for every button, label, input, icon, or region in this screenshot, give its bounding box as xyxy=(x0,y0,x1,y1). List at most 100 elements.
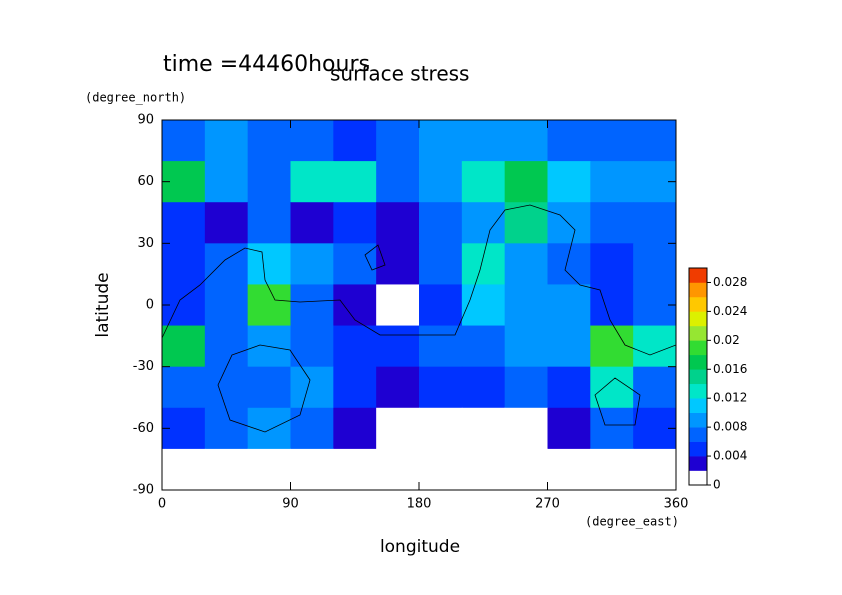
cell xyxy=(633,202,676,244)
cell xyxy=(290,202,334,244)
cell xyxy=(162,202,206,244)
colorbar-box xyxy=(689,325,707,341)
colorbar-box xyxy=(689,340,707,356)
cell xyxy=(461,120,506,162)
cell xyxy=(333,284,377,327)
cell xyxy=(162,120,206,162)
cell xyxy=(461,366,506,409)
cell xyxy=(247,120,291,162)
cell xyxy=(419,366,463,409)
cell xyxy=(204,325,249,368)
cell xyxy=(204,161,249,203)
colorbar-frame xyxy=(688,267,708,486)
cell xyxy=(504,448,548,490)
cell xyxy=(547,366,591,409)
cell xyxy=(204,202,249,244)
cell xyxy=(333,366,377,409)
cell xyxy=(633,243,676,285)
cell xyxy=(461,325,506,368)
y-tick-label: 0 xyxy=(146,298,154,313)
cell xyxy=(333,407,377,450)
cell xyxy=(162,325,206,368)
cell xyxy=(204,448,249,490)
x-tick-label: 90 xyxy=(282,497,299,512)
cell xyxy=(204,407,249,450)
cell xyxy=(204,366,249,409)
cell xyxy=(547,243,591,285)
cell xyxy=(419,120,463,162)
cell xyxy=(376,407,420,450)
cell xyxy=(419,325,463,368)
cell xyxy=(376,243,420,285)
x-unit: (degree_east) xyxy=(585,515,679,529)
colorbar-box xyxy=(689,427,707,442)
cell xyxy=(333,243,377,285)
cell xyxy=(333,325,377,368)
cell xyxy=(590,202,634,244)
colorbar-box xyxy=(689,412,707,428)
y-unit: (degree_north) xyxy=(85,91,186,105)
colorbar-box xyxy=(689,398,707,413)
cell xyxy=(590,366,634,409)
cell xyxy=(376,120,420,162)
cell xyxy=(204,120,249,162)
cell xyxy=(419,243,463,285)
cell xyxy=(162,243,206,285)
cell xyxy=(504,161,548,203)
cell xyxy=(504,202,548,244)
x-tick-label: 360 xyxy=(664,497,689,512)
field xyxy=(162,120,676,490)
colorbar-label: 0.008 xyxy=(713,420,747,434)
chart-title: surface stress xyxy=(330,62,469,86)
y-tick-label: -90 xyxy=(133,483,154,498)
coastlines xyxy=(162,204,676,433)
cell xyxy=(247,161,291,203)
colorbar-label: 0.012 xyxy=(713,391,747,405)
colorbar-label: 0.024 xyxy=(713,304,747,318)
cell xyxy=(590,243,634,285)
colorbar-box xyxy=(689,470,707,486)
cell xyxy=(547,407,591,450)
cell xyxy=(419,407,463,450)
cell xyxy=(504,407,548,450)
cell xyxy=(247,243,291,285)
cell xyxy=(290,366,334,409)
colorbar-box xyxy=(689,311,707,327)
colorbar-label: 0.016 xyxy=(713,362,747,376)
colorbar-box xyxy=(689,441,707,457)
colorbar-label: 0.004 xyxy=(713,449,747,463)
cell xyxy=(290,243,334,285)
cell xyxy=(590,325,634,368)
cell xyxy=(461,202,506,244)
cell xyxy=(162,448,206,490)
y-tick-label: -30 xyxy=(133,359,154,374)
colorbar-box xyxy=(689,456,707,471)
cell xyxy=(461,243,506,285)
cell xyxy=(504,366,548,409)
colorbar-box xyxy=(689,383,707,399)
cell xyxy=(547,161,591,203)
cell xyxy=(333,161,377,203)
cell xyxy=(547,284,591,327)
cell xyxy=(504,325,548,368)
cell xyxy=(504,120,548,162)
cell xyxy=(504,243,548,285)
cell xyxy=(419,161,463,203)
x-tick-label: 270 xyxy=(535,497,560,512)
cell xyxy=(376,202,420,244)
colorbar-box xyxy=(689,282,707,298)
cell xyxy=(633,448,676,490)
cell xyxy=(162,366,206,409)
cell xyxy=(376,366,420,409)
cell xyxy=(504,284,548,327)
cell xyxy=(290,120,334,162)
cell xyxy=(290,325,334,368)
colorbar-label: 0.028 xyxy=(713,275,747,289)
cell xyxy=(204,284,249,327)
cell xyxy=(419,202,463,244)
cell xyxy=(633,366,676,409)
y-tick-label: 30 xyxy=(137,236,154,251)
chart-subtitle: time =44460hours xyxy=(163,52,370,77)
cell xyxy=(247,366,291,409)
colorbar-label: 0.02 xyxy=(713,333,740,347)
